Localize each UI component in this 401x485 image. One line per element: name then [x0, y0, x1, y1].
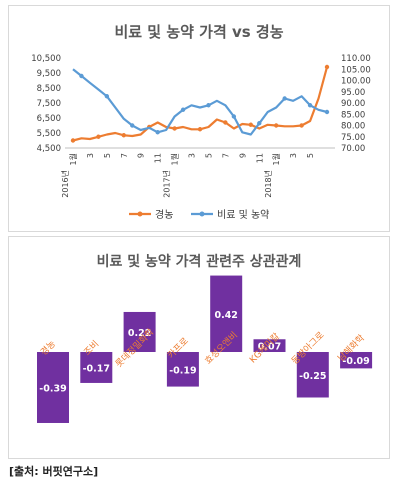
x-tick-label: 1월	[271, 153, 281, 165]
legend-label-1: 경농	[155, 208, 173, 221]
year-label: 2016년	[60, 170, 70, 198]
series-2-point	[155, 130, 160, 135]
legend-label-2: 비료 및 농약	[217, 209, 269, 221]
series-2-point	[307, 103, 313, 108]
bar-chart-title: 비료 및 농약 가격 관련주 상관관계	[96, 254, 302, 270]
y-right-tick-label: 105.00	[341, 65, 371, 75]
bar-value-label-1: -0.39	[39, 383, 66, 394]
bar-value-label-8: -0.09	[342, 356, 369, 367]
x-tick-label: 7	[221, 153, 230, 158]
y-left-tick-label: 5,500	[37, 129, 61, 139]
series-1-point	[324, 64, 330, 70]
x-tick-label: 9	[137, 153, 146, 158]
x-tick-label: 7	[120, 153, 129, 158]
x-tick-label: 11	[154, 153, 163, 163]
x-tick-label: 11	[255, 153, 264, 163]
series-1-point	[223, 120, 228, 125]
y-right-tick-label: 75.00	[341, 133, 365, 143]
x-tick-label: 1월	[68, 153, 78, 165]
x-tick-label: 5	[306, 153, 315, 158]
year-label: 2018년	[263, 170, 273, 198]
x-tick-label: 1월	[170, 153, 180, 165]
x-tick-label: 9	[238, 153, 247, 158]
y-right-tick-label: 90.00	[341, 99, 365, 109]
series-1-point	[248, 122, 253, 127]
series-1-point	[96, 134, 101, 139]
series-2-point	[104, 94, 110, 99]
bar-value-label-5: 0.42	[214, 310, 237, 321]
y-right-tick-label: 110.00	[341, 54, 371, 64]
legend-marker-2	[199, 211, 205, 217]
source-note: [출처: 버핏연구소]	[9, 465, 99, 478]
bar-value-label-3: 0.22	[128, 328, 151, 339]
series-2-point	[324, 109, 330, 115]
y-left-tick-label: 9,500	[37, 69, 61, 79]
x-tick-label: 5	[103, 153, 112, 158]
bar-3	[123, 311, 156, 352]
line-chart-title: 비료 및 농약 가격 vs 경농	[114, 23, 284, 41]
y-right-tick-label: 80.00	[341, 122, 365, 132]
series-1-point	[172, 126, 177, 131]
bar-value-label-2: -0.17	[83, 363, 110, 374]
series-2-point	[130, 123, 135, 128]
series-1-point	[121, 133, 127, 138]
y-left-tick-label: 10,500	[31, 54, 61, 64]
series-1-point	[274, 123, 279, 128]
series-2-point	[206, 103, 211, 108]
y-left-tick-label: 7,500	[37, 99, 61, 109]
y-right-tick-label: 100.00	[341, 77, 371, 87]
series-1-point	[70, 138, 76, 143]
bar-8	[340, 352, 373, 369]
bar-chart-svg: -0.39경농-0.17조비0.22롯데정밀화학-0.19카프로0.42효성오앤…	[37, 275, 373, 423]
bar-6	[253, 339, 286, 352]
y-right-tick-label: 70.00	[341, 144, 365, 154]
x-tick-label: 3	[86, 153, 95, 158]
series-2-point	[231, 114, 237, 119]
y-left-tick-label: 8,500	[37, 84, 61, 94]
y-left-tick-label: 6,500	[37, 114, 61, 124]
bar-2	[80, 352, 113, 383]
bar-value-label-6: 0.07	[258, 342, 281, 353]
bar-7	[296, 352, 329, 398]
bar-value-label-4: -0.19	[169, 365, 196, 376]
y-right-tick-label: 95.00	[341, 88, 365, 98]
x-tick-label: 3	[188, 153, 197, 158]
series-line-2	[72, 68, 328, 136]
series-2-point	[257, 121, 262, 126]
series-2-point	[180, 107, 186, 112]
x-tick-label: 3	[289, 153, 298, 158]
bar-4	[166, 352, 199, 387]
series-2-point	[79, 73, 84, 79]
legend-marker-1	[137, 211, 143, 217]
y-right-tick-label: 85.00	[341, 110, 365, 120]
bar-value-label-7: -0.25	[299, 371, 326, 382]
bar-chart-panel: 비료 및 농약 가격 관련주 상관관계 -0.39 경농 -0.17 조비 0.22 롯데…	[8, 236, 390, 459]
y-left-tick-label: 4,500	[37, 144, 61, 154]
x-tick-label: 5	[204, 153, 213, 158]
series-2-point	[282, 96, 287, 101]
series-1-point	[197, 127, 203, 132]
bar-1	[37, 352, 69, 423]
bar-5	[210, 275, 243, 352]
series-1-point	[299, 123, 304, 128]
line-chart-panel: 비료 및 농약 가격 vs 경농 4,500 5,500 6,500 7,500 8,5…	[8, 5, 390, 232]
year-label: 2017년	[162, 170, 172, 198]
line-chart-svg: 4,500 5,500 6,500 7,500 8,500 9,500 10,500 70.0…	[31, 54, 371, 221]
